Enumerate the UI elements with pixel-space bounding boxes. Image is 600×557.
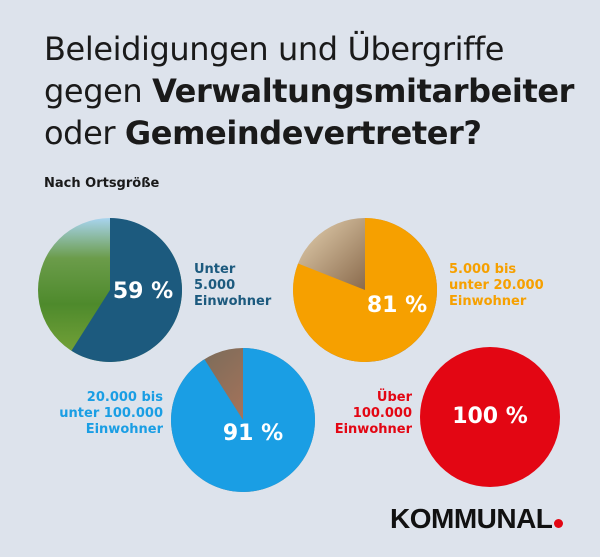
category-label-line: 5.000 bis: [449, 262, 517, 277]
chart-subtitle: Nach Ortsgröße: [44, 176, 160, 191]
value-label-under-5000: 59 %: [113, 279, 173, 304]
logo-dot: [554, 519, 564, 528]
value-label-over-100000: 100 %: [452, 404, 528, 429]
pie-over-100000: 100 %: [420, 347, 560, 487]
category-label-line: 20.000 bis: [86, 390, 163, 405]
category-label-line: unter 20.000: [449, 278, 544, 293]
kommunal-logo: KOMMUNAL: [390, 503, 564, 535]
category-label-line: Einwohner: [449, 294, 527, 309]
category-label-line: Einwohner: [85, 422, 163, 437]
title-line-1: Beleidigungen und Übergriffe: [44, 30, 505, 68]
pie-slice-under-5000: [71, 218, 183, 362]
category-label-line: Einwohner: [334, 422, 412, 437]
value-label-20000-100000: 91 %: [223, 421, 283, 446]
title-line-3-bold: Gemeindevertreter?: [124, 114, 482, 152]
category-label-under-5000: Unter 5.000 Einwohner: [194, 262, 271, 310]
value-label-5000-20000: 81 %: [367, 293, 427, 318]
title-line-3: oder Gemeindevertreter?: [44, 112, 589, 154]
pie-slice-5000-20000: [292, 218, 437, 363]
category-label-line: unter 100.000: [59, 406, 163, 421]
pie-slice-over-100000: [420, 347, 560, 487]
pie-under-5000: 59 %: [38, 218, 183, 362]
category-label-20000-100000: 20.000 bis unter 100.000 Einwohner: [59, 390, 163, 438]
category-label-over-100000: Über 100.000 Einwohner: [335, 390, 412, 438]
category-label-line: 5.000: [194, 278, 236, 293]
category-label-line: Über: [376, 390, 412, 405]
pie-slice-20000-100000: [171, 348, 316, 492]
title-line-2: gegen Verwaltungsmitarbeiter: [44, 70, 589, 112]
title-line-2-bold: Verwaltungsmitarbeiter: [152, 72, 575, 110]
category-label-line: Einwohner: [194, 294, 272, 309]
title-line-2-light: gegen: [44, 72, 153, 110]
pie-5000-20000: 81 %: [292, 218, 437, 363]
category-label-line: Unter: [194, 262, 236, 277]
pie-20000-100000: 91 %: [171, 348, 316, 492]
category-label-5000-20000: 5.000 bis unter 20.000 Einwohner: [449, 262, 544, 310]
chart-title: Beleidigungen und Übergriffe gegen Verwa…: [44, 28, 589, 154]
title-line-3-light: oder: [44, 114, 125, 152]
logo-text: KOMMUNAL: [390, 503, 553, 534]
category-label-line: 100.000: [352, 406, 412, 421]
